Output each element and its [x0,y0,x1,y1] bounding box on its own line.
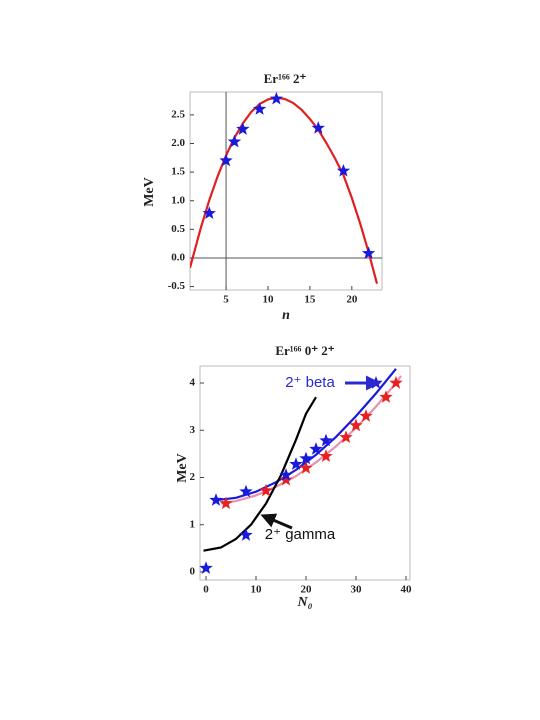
y-tick-label: 0.5 [171,223,185,235]
star-point [227,134,242,148]
annotation-arrow [260,513,293,530]
y-tick-label: 0.0 [171,251,185,263]
chart-title: Er¹⁶⁶ 0⁺ 2⁺ [275,343,334,358]
star-point [279,468,293,481]
star-point [289,457,303,470]
x-tick-label: 40 [401,584,413,596]
star-point [389,376,403,389]
x-tick-label: 15 [304,294,316,306]
x-tick-label: 5 [223,294,229,306]
curve [203,396,317,552]
star-point [252,102,267,115]
x-axis-label: n [282,308,290,323]
star-point [349,418,363,432]
y-tick-label: 2.5 [171,108,185,120]
star-point [336,164,351,177]
star-point [209,493,223,506]
y-tick-label: -0.5 [168,280,186,292]
y-tick-label: 1.5 [171,166,185,178]
star-point [319,449,333,462]
star-point [239,484,253,498]
plot-frame [199,365,411,581]
star-point [202,206,216,219]
x-tick-label: 20 [346,294,358,306]
y-tick-label: 1 [190,518,196,530]
star-point [219,153,233,167]
star-point [219,496,233,510]
y-tick-label: 3 [190,424,196,436]
y-tick-label: 1.0 [171,194,185,206]
star-point [359,409,373,422]
chart-title: Er¹⁶⁶ 2⁺ [264,71,307,86]
x-tick-label: 10 [251,584,263,596]
x-tick-label: 20 [301,584,313,596]
y-axis-label: MeV [175,453,190,483]
star-point [379,390,393,403]
star-point [299,451,313,465]
star-point [311,121,325,134]
star-point [269,91,283,105]
y-tick-label: 4 [190,377,196,389]
y-tick-label: 2 [190,471,196,483]
x-axis-label: N₀ [297,595,313,610]
annotation: 2⁺ beta [285,374,335,391]
star-point [239,528,253,541]
star-point [279,472,293,486]
curve [220,375,402,505]
star-point [299,461,313,474]
x-tick-label: 30 [351,584,363,596]
star-point [339,430,353,443]
star-point [236,122,250,135]
x-tick-label: 0 [203,584,209,596]
plot-frame [189,91,383,291]
star-point [319,433,333,447]
y-tick-label: 2.0 [171,137,185,149]
y-tick-label: 0 [190,566,196,578]
star-point [199,561,213,574]
curve [190,96,379,284]
star-point [259,483,273,497]
x-tick-label: 10 [262,294,274,306]
y-axis-label: MeV [142,177,157,207]
star-point [309,442,323,455]
annotation: 2⁺ gamma [265,526,336,543]
star-point [361,246,376,259]
